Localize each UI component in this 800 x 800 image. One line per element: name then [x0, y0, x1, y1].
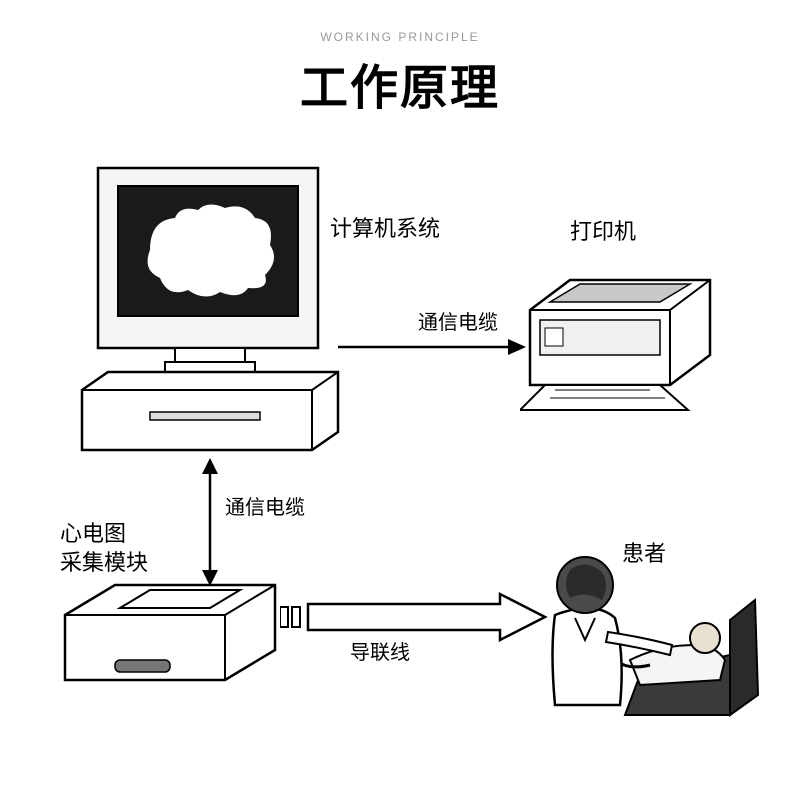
label-patient: 患者	[622, 540, 666, 569]
label-lead: 导联线	[350, 640, 410, 666]
label-ecg: 心电图 采集模块	[60, 520, 148, 577]
arrow-comp-to-module	[198, 458, 222, 586]
label-computer: 计算机系统	[330, 215, 440, 244]
computer-node	[80, 160, 340, 460]
arrow-comp-to-printer	[336, 335, 528, 359]
label-cable1: 通信电缆	[418, 310, 498, 336]
label-printer: 打印机	[570, 218, 636, 247]
label-cable2: 通信电缆	[225, 495, 305, 521]
subtitle: WORKING PRINCIPLE	[320, 30, 479, 44]
printer-node	[520, 260, 720, 420]
page-title: 工作原理	[300, 48, 500, 118]
ecg-module-node	[60, 580, 280, 690]
arrow-module-to-patient	[280, 592, 550, 642]
